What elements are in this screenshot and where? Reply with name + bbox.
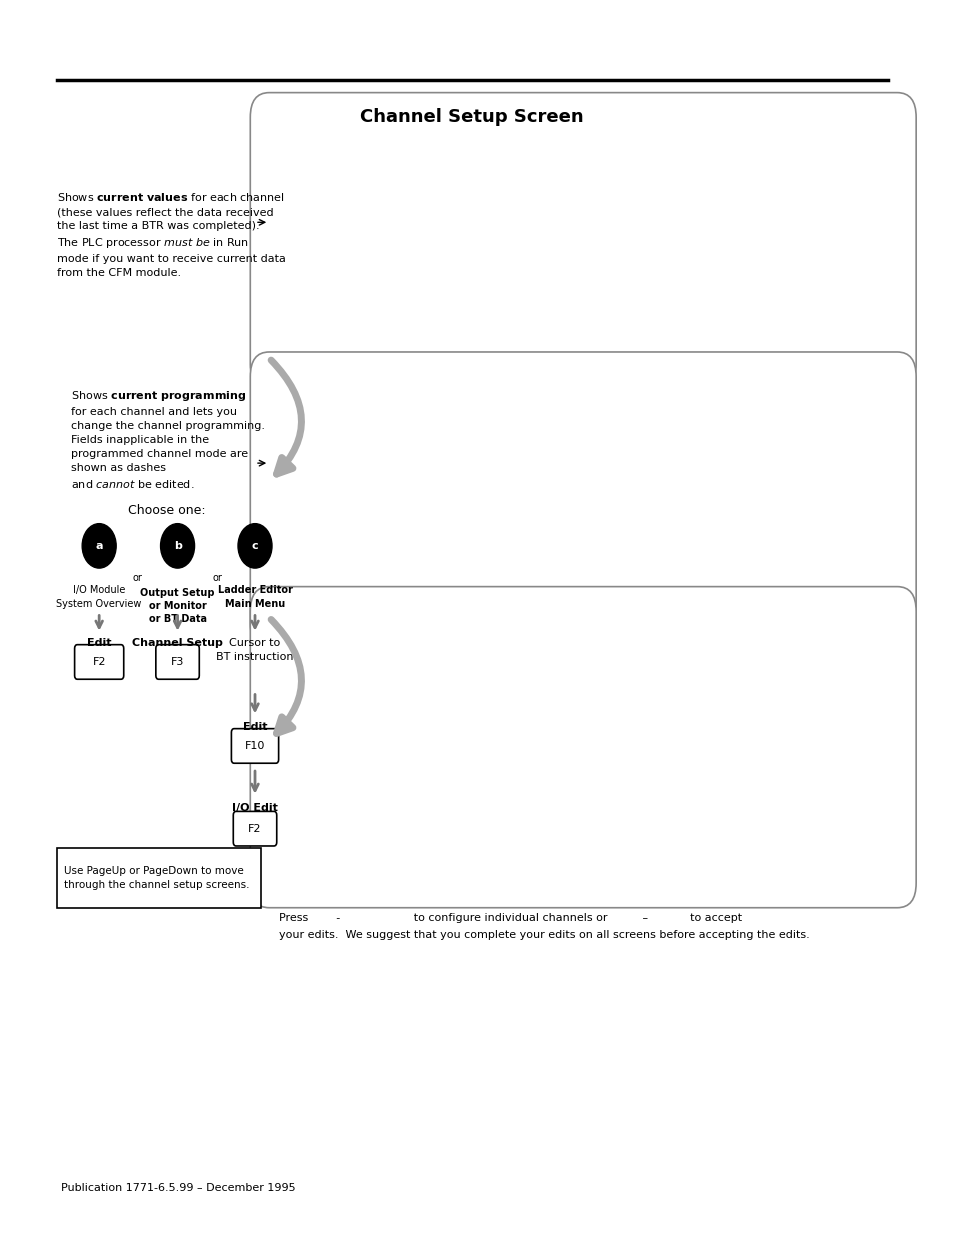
Text: or: or [132, 573, 142, 583]
Text: Choose one:: Choose one: [128, 504, 205, 516]
Text: Edit: Edit [242, 722, 267, 732]
Text: Shows $\bf{current\ values}$ for each channel
(these values reflect the data rec: Shows $\bf{current\ values}$ for each ch… [56, 191, 285, 278]
Text: Output Setup
or Monitor
or BT Data: Output Setup or Monitor or BT Data [140, 588, 214, 624]
Text: I/O Edit: I/O Edit [232, 803, 277, 813]
FancyBboxPatch shape [232, 729, 278, 763]
Text: c: c [252, 541, 258, 551]
Text: Use PageUp or PageDown to move
through the channel setup screens.: Use PageUp or PageDown to move through t… [64, 866, 250, 890]
FancyBboxPatch shape [250, 587, 915, 908]
Text: F3: F3 [171, 657, 184, 667]
Circle shape [160, 524, 194, 568]
Circle shape [237, 524, 272, 568]
Text: Edit: Edit [87, 638, 112, 648]
Text: Channel Setup Screen: Channel Setup Screen [360, 109, 583, 126]
FancyBboxPatch shape [155, 645, 199, 679]
Text: F2: F2 [248, 824, 261, 834]
Text: Ladder Editor
Main Menu: Ladder Editor Main Menu [217, 585, 293, 609]
Text: Channel Setup: Channel Setup [132, 638, 223, 648]
Text: F2: F2 [92, 657, 106, 667]
Text: Cursor to
BT instruction: Cursor to BT instruction [216, 638, 294, 662]
Circle shape [82, 524, 116, 568]
FancyBboxPatch shape [74, 645, 124, 679]
FancyBboxPatch shape [250, 352, 915, 648]
Text: or: or [213, 573, 222, 583]
Text: Publication 1771-6.5.99 – December 1995: Publication 1771-6.5.99 – December 1995 [61, 1183, 295, 1193]
FancyBboxPatch shape [250, 93, 915, 389]
Text: Shows $\bf{current\ programming}$
    for each channel and lets you
    change t: Shows $\bf{current\ programming}$ for ea… [56, 389, 264, 490]
Text: b: b [173, 541, 181, 551]
Text: I/O Module
System Overview: I/O Module System Overview [56, 585, 142, 609]
Text: a: a [95, 541, 103, 551]
FancyBboxPatch shape [233, 811, 276, 846]
Text: Press        -                     to configure individual channels or          : Press - to configure individual channels… [278, 913, 741, 923]
Text: F10: F10 [245, 741, 265, 751]
FancyBboxPatch shape [56, 848, 260, 908]
Text: your edits.  We suggest that you complete your edits on all screens before accep: your edits. We suggest that you complete… [278, 930, 808, 940]
